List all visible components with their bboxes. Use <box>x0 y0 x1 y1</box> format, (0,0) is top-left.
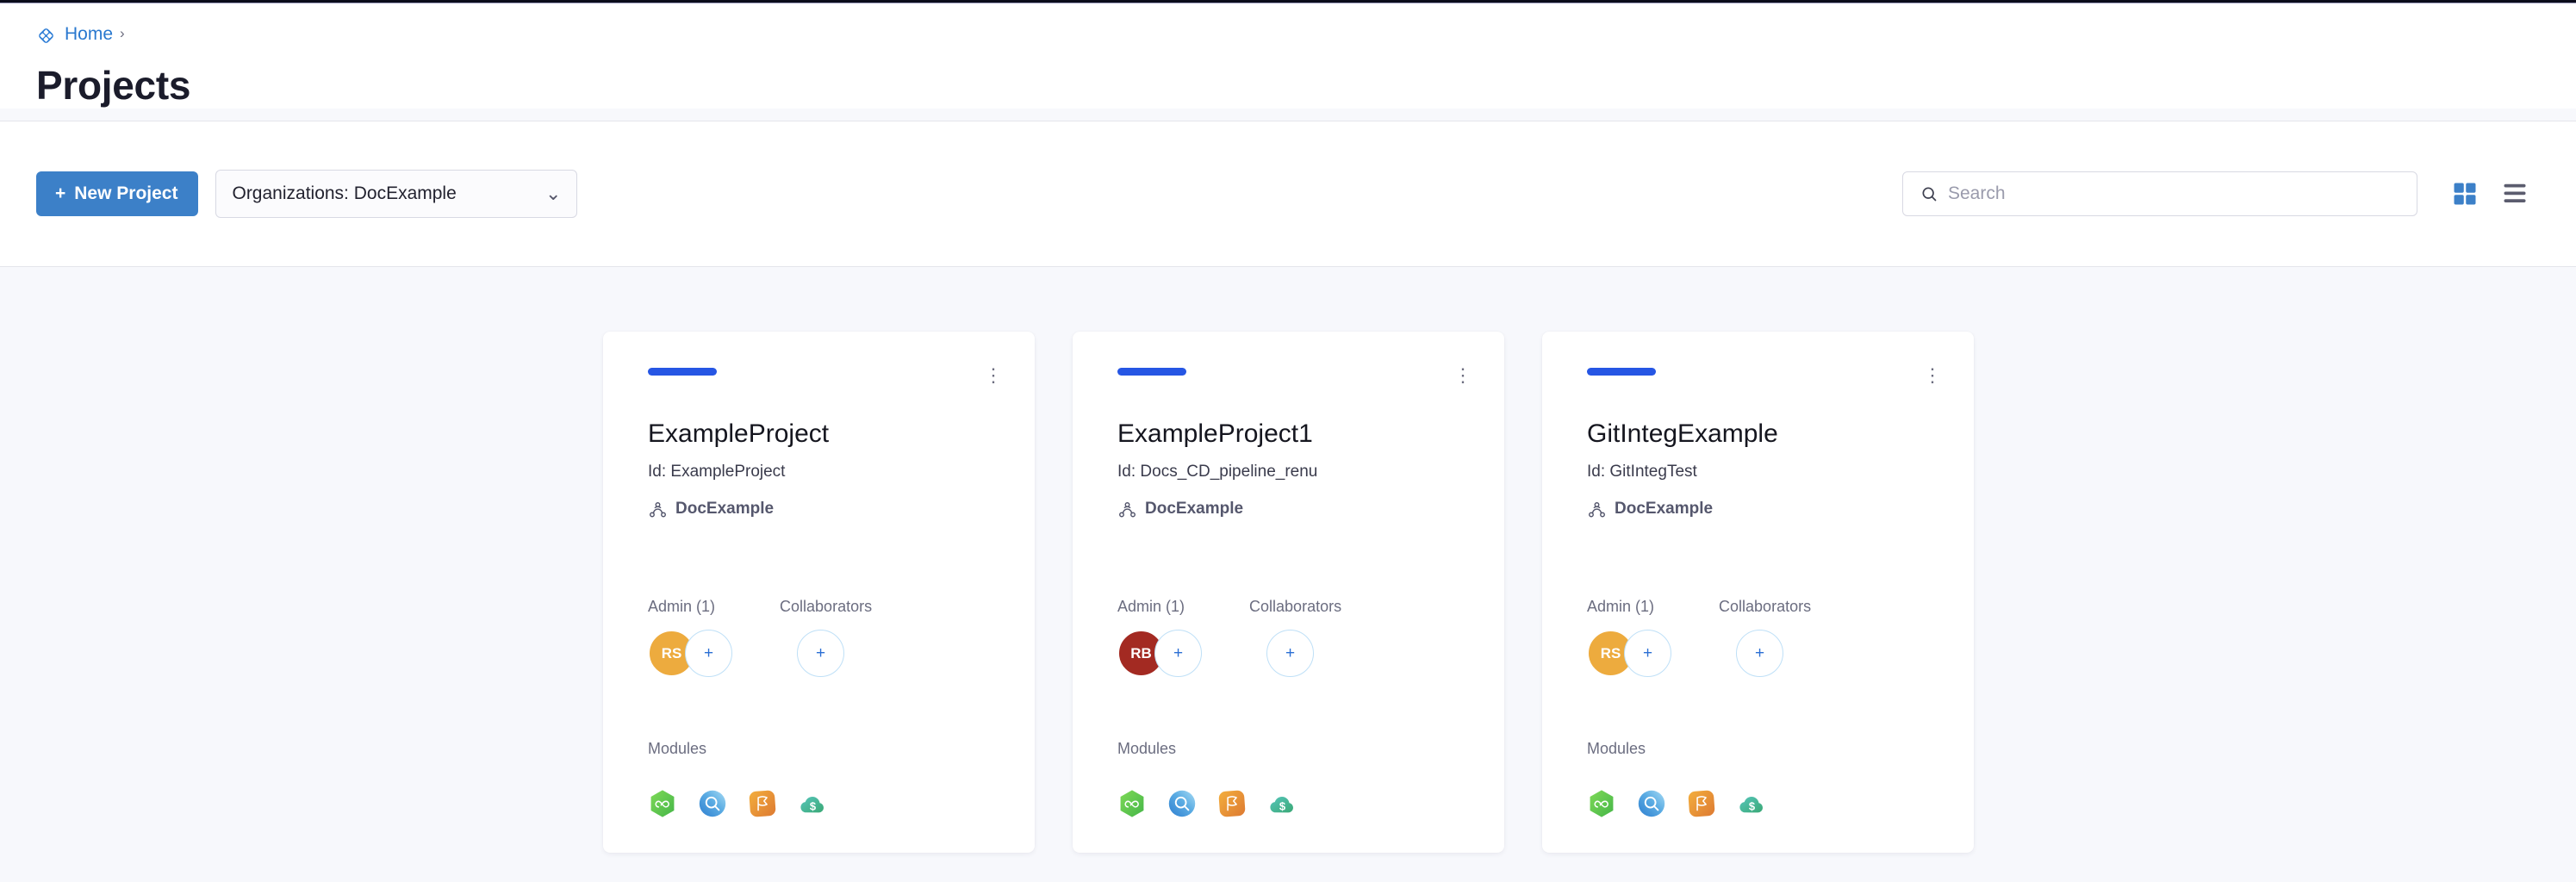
svg-text:$: $ <box>810 800 817 813</box>
svg-text:$: $ <box>1279 800 1286 813</box>
svg-text:$: $ <box>1749 800 1756 813</box>
